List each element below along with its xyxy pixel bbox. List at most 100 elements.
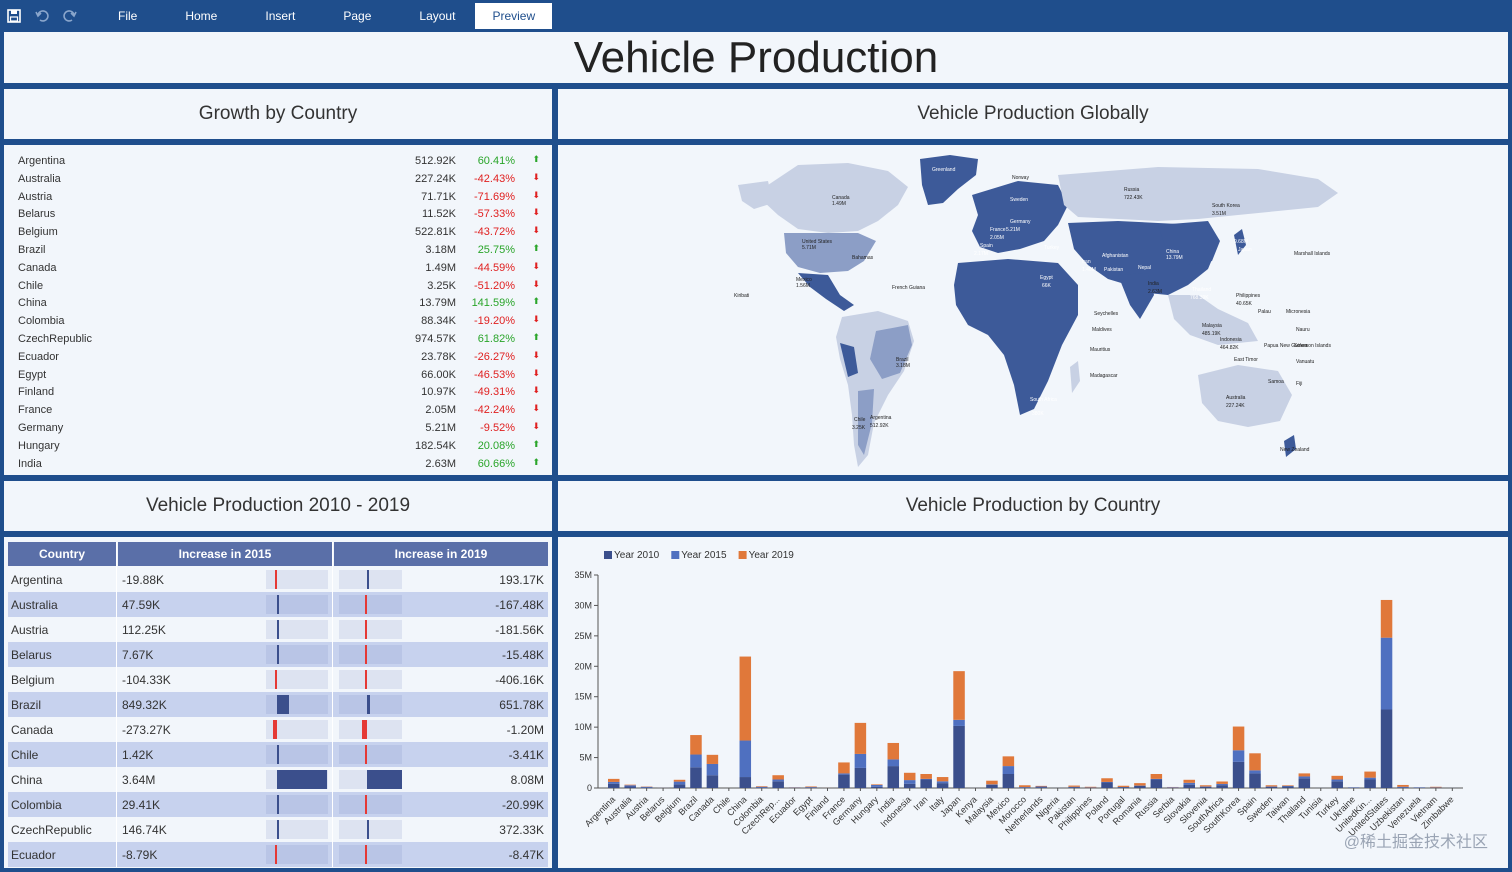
table-row[interactable]: Brazil 849.32K 651.78K <box>8 692 548 717</box>
bar-segment <box>1265 786 1278 788</box>
map-panel: Canada 1.49M United States 5.71M Greenla… <box>558 145 1508 475</box>
table-row[interactable]: Austria 112.25K -181.56K <box>8 617 548 642</box>
map-label-spain: Spain <box>980 243 993 249</box>
arrow-up-icon: ⬆ <box>532 438 540 449</box>
map-label-nauru: Nauru <box>1296 327 1310 333</box>
world-map[interactable]: Canada 1.49M United States 5.71M Greenla… <box>558 145 1508 475</box>
bar-track-2019 <box>339 695 402 714</box>
growth-row: Chile 3.25K -51.20% ⬇ <box>14 278 544 296</box>
table-row[interactable]: Australia 47.59K -167.48K <box>8 592 548 617</box>
cell-increase-2019: -181.56K <box>495 623 544 637</box>
map-label-malaysia-value: 485.19K <box>1202 331 1221 337</box>
growth-country: CzechRepublic <box>18 333 92 345</box>
bar-segment <box>887 759 900 767</box>
col-header-2019[interactable]: Increase in 2019 <box>334 542 548 566</box>
growth-row: Belarus 11.52K -57.33% ⬇ <box>14 206 544 224</box>
cell-country: Chile <box>11 748 39 762</box>
bar-segment <box>986 784 998 788</box>
col-header-2015[interactable]: Increase in 2015 <box>118 542 332 566</box>
bar-2015 <box>277 620 279 639</box>
undo-icon[interactable] <box>28 0 56 32</box>
map-label-kiribati: Kiribati <box>734 293 749 299</box>
bar-segment <box>871 784 883 785</box>
table-row[interactable]: CzechRepublic 146.74K 372.33K <box>8 817 548 842</box>
bar-2019 <box>365 745 367 764</box>
bar-track-2019 <box>339 620 402 639</box>
cell-country: CzechRepublic <box>11 823 92 837</box>
growth-country: Brazil <box>18 244 46 256</box>
table-row[interactable]: Canada -273.27K -1.20M <box>8 717 548 742</box>
y-tick-label: 5M <box>579 753 592 763</box>
bar-segment <box>1134 785 1146 788</box>
redo-icon[interactable] <box>56 0 84 32</box>
map-label-solomon: Solomon Islands <box>1294 343 1331 349</box>
bar-segment <box>755 786 768 788</box>
menu-layout[interactable]: Layout <box>419 9 456 23</box>
map-label-new-zealand: New Zealand <box>1280 447 1310 453</box>
cell-increase-2015: 1.42K <box>122 748 154 762</box>
preview-button[interactable]: Preview <box>475 3 553 29</box>
growth-percent: -42.43% <box>474 172 515 185</box>
bar-segment <box>1068 787 1080 788</box>
bar-2015 <box>277 645 279 664</box>
growth-percent: -49.31% <box>474 386 515 399</box>
bar-segment <box>854 722 867 754</box>
growth-country: Hungary <box>18 439 60 452</box>
menu-insert[interactable]: Insert <box>265 9 296 23</box>
bar-segment <box>739 656 752 741</box>
bar-segment <box>1150 778 1163 780</box>
bar-segment <box>640 786 653 788</box>
bar-segment <box>1035 785 1048 787</box>
table-row[interactable]: Argentina -19.88K 193.17K <box>8 567 548 592</box>
growth-row: Belgium 522.81K -43.72% ⬇ <box>14 224 544 242</box>
bar-track-2019 <box>339 770 402 789</box>
bar-segment <box>1331 779 1343 782</box>
bar-segment <box>772 779 784 782</box>
growth-value: 71.71K <box>421 190 456 203</box>
legend-swatch <box>604 551 612 559</box>
y-tick-label: 35M <box>574 570 592 580</box>
table-row[interactable]: Ecuador -8.79K -8.47K <box>8 842 548 867</box>
save-icon[interactable] <box>0 0 28 32</box>
menu-file[interactable]: File <box>118 9 138 23</box>
menu-home[interactable]: Home <box>185 9 218 23</box>
bar-segment <box>1134 783 1146 786</box>
col-header-country[interactable]: Country <box>8 542 116 566</box>
table-row[interactable]: Chile 1.42K -3.41K <box>8 742 548 767</box>
growth-country: Australia <box>18 172 61 185</box>
bar-segment <box>920 779 932 788</box>
growth-value: 5.21M <box>425 422 456 434</box>
bar-2015 <box>277 770 327 789</box>
bar-2019 <box>365 645 367 664</box>
map-label-fiji: Fiji <box>1296 381 1302 387</box>
bar-segment <box>920 774 932 779</box>
column-divider <box>332 542 333 867</box>
cell-increase-2019: -167.48K <box>495 598 544 612</box>
map-region-peru <box>840 343 858 377</box>
arrow-up-icon: ⬆ <box>532 456 540 467</box>
table-row[interactable]: Belarus 7.67K -15.48K <box>8 642 548 667</box>
map-label-maldives: Maldives <box>1092 327 1112 333</box>
arrow-down-icon: ⬇ <box>532 314 540 325</box>
table-row[interactable]: Belgium -104.33K -406.16K <box>8 667 548 692</box>
map-label-japan: Japan <box>1238 247 1252 253</box>
menu-page[interactable]: Page <box>343 9 372 23</box>
map-title: Vehicle Production Globally <box>558 89 1508 139</box>
arrow-down-icon: ⬇ <box>532 421 540 431</box>
y-tick-label: 20M <box>574 661 592 671</box>
table-row[interactable]: Colombia 29.41K -20.99K <box>8 792 548 817</box>
bar-track-2019 <box>339 570 402 589</box>
bar-segment <box>854 753 867 768</box>
growth-value: 2.05M <box>425 404 456 417</box>
cell-country: Colombia <box>11 798 62 812</box>
table-row[interactable]: China 3.64M 8.08M <box>8 767 548 792</box>
bar-track-2019 <box>339 745 402 764</box>
map-label-mauritius: Mauritius <box>1090 347 1111 353</box>
bar-segment <box>1430 786 1442 788</box>
growth-row: Egypt 66.00K -46.53% ⬇ <box>14 367 544 385</box>
bar-2015 <box>275 845 277 864</box>
bar-segment <box>871 784 883 787</box>
bar-2015 <box>275 570 277 589</box>
bar-2019 <box>365 845 367 864</box>
cell-increase-2015: -8.79K <box>122 848 158 862</box>
